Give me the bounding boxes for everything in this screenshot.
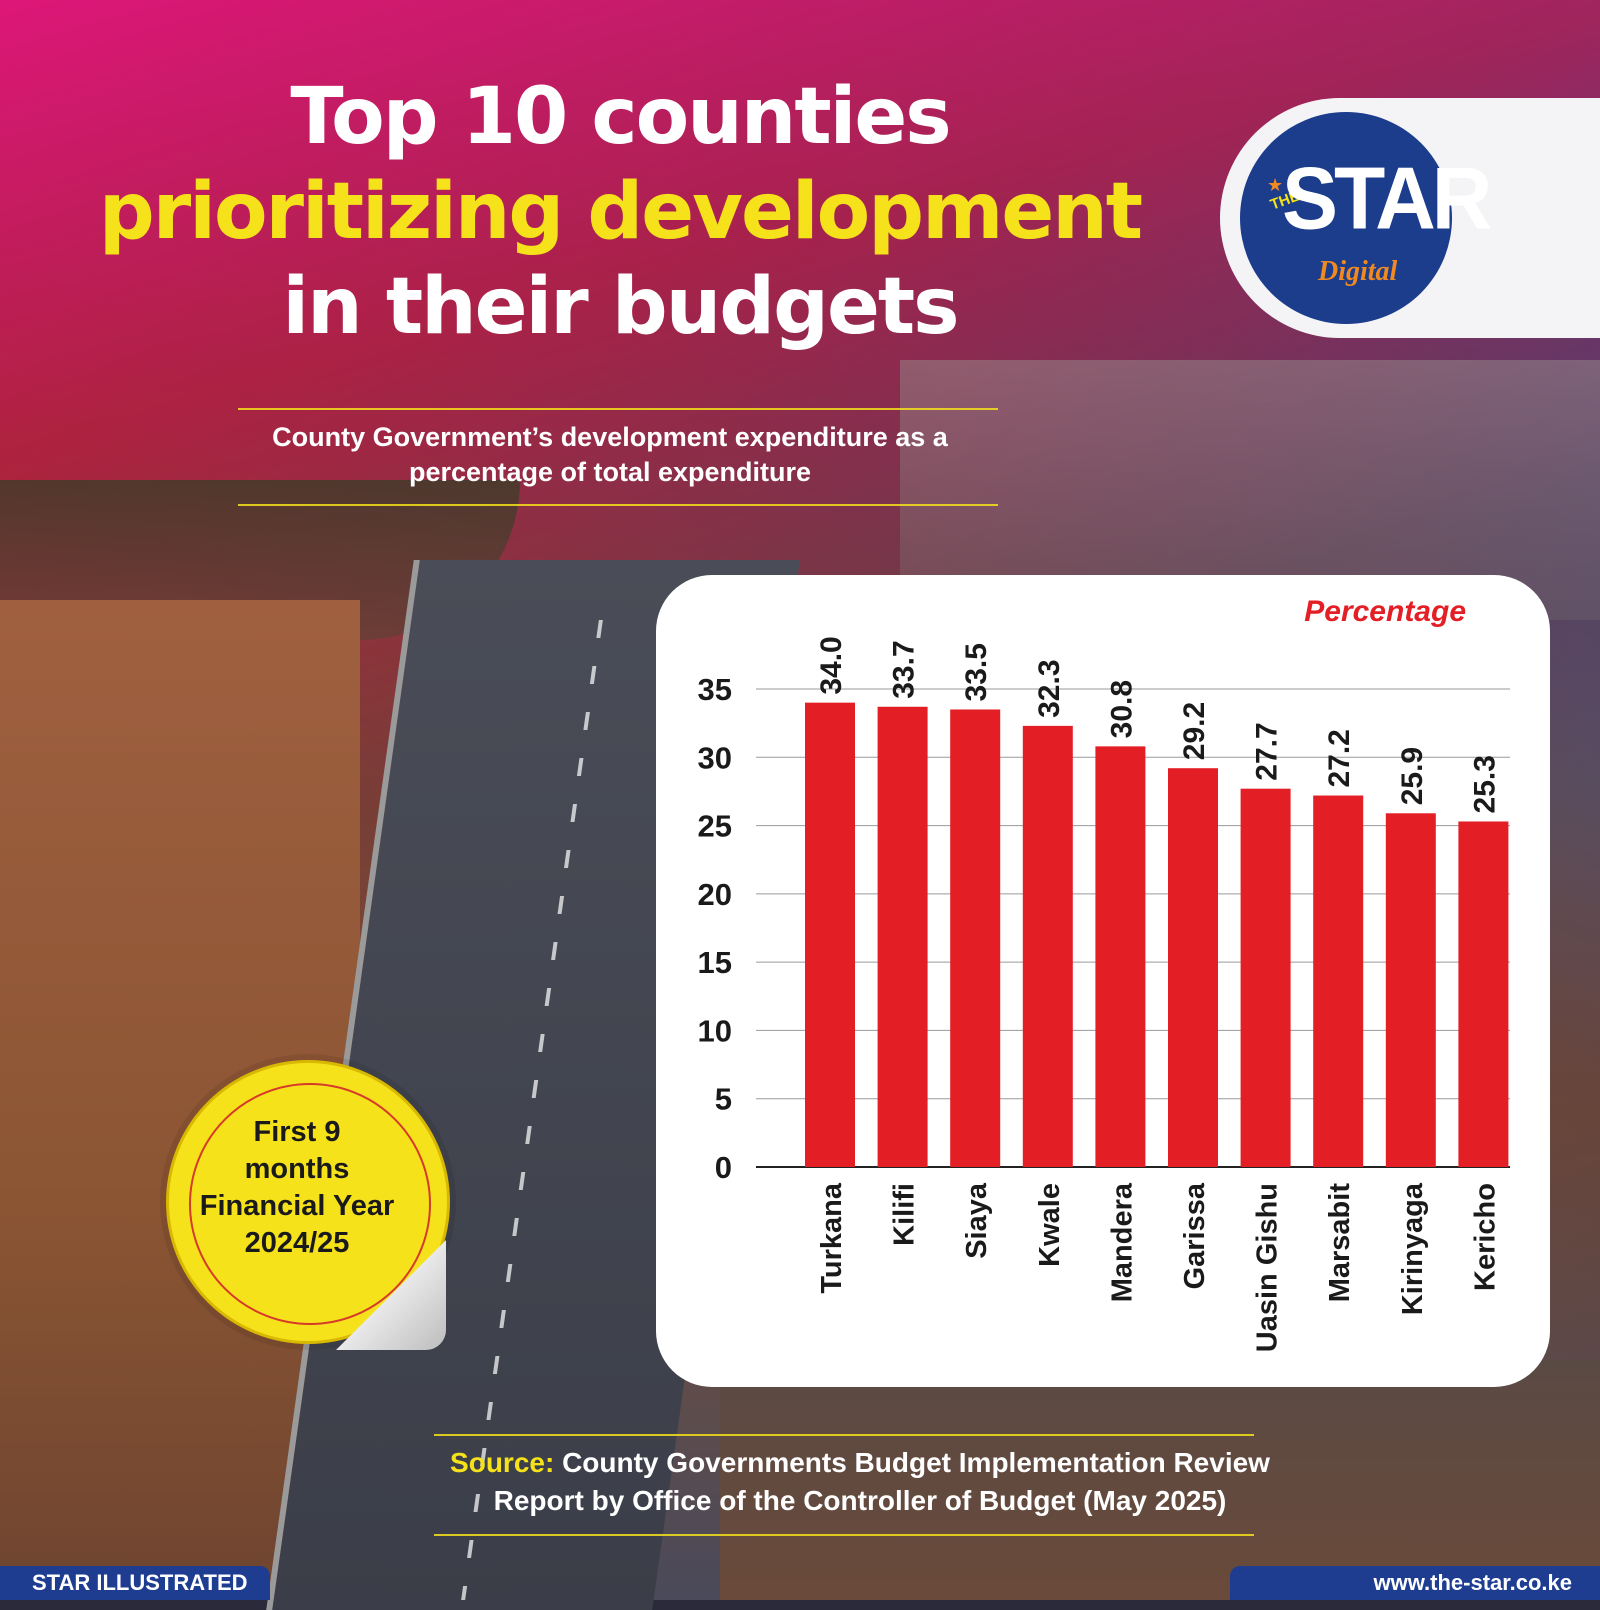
- subtitle-bottom-rule: [238, 504, 998, 506]
- bar: [1168, 768, 1218, 1167]
- badge-ring: [189, 1083, 431, 1325]
- background-ground: [720, 1360, 1600, 1600]
- y-tick-label: 25: [698, 809, 732, 844]
- y-tick-label: 30: [698, 740, 732, 775]
- value-label: 27.7: [1251, 722, 1284, 780]
- value-label: 27.2: [1323, 729, 1356, 787]
- bar: [1240, 788, 1291, 1167]
- bar: [1095, 746, 1146, 1167]
- logo-digital-text: Digital: [1318, 256, 1398, 287]
- x-tick-label: Kericho: [1469, 1183, 1501, 1291]
- value-label: 32.3: [1033, 659, 1066, 717]
- value-label: 34.0: [815, 636, 848, 694]
- y-axis-ticks: 0 5 10 15 20 25 30 35: [698, 672, 732, 1185]
- value-label: 30.8: [1105, 680, 1138, 738]
- source-label: Source:: [450, 1447, 555, 1478]
- y-tick-label: 35: [698, 672, 732, 707]
- subtitle-line-1: County Government’s development expendit…: [272, 422, 948, 452]
- bar: [1458, 821, 1509, 1167]
- x-tick-label: Mandera: [1106, 1182, 1138, 1302]
- y-tick-label: 15: [698, 945, 732, 980]
- badge-line-1: First 9: [253, 1116, 341, 1148]
- headline-line-1: Top 10 counties: [290, 72, 951, 162]
- source-line-1: County Governments Budget Implementation…: [562, 1447, 1270, 1478]
- footer-brand: STAR ILLUSTRATED: [0, 1566, 270, 1600]
- star-icon: ★: [1267, 175, 1284, 196]
- source-top-rule: [434, 1434, 1254, 1436]
- the-star-logo: [1240, 112, 1452, 324]
- bar: [1022, 725, 1073, 1167]
- x-tick-label: Turkana: [816, 1182, 848, 1294]
- bar: [805, 702, 855, 1167]
- badge-line-4: 2024/25: [244, 1227, 350, 1259]
- chart-card: Percentage 0 5 10 15 20 25 30 35 34.0 33.7 33.5 32…: [656, 575, 1550, 1387]
- logo-star-text: STAR: [1282, 148, 1492, 248]
- value-label: 29.2: [1178, 702, 1211, 760]
- subtitle-top-rule: [238, 408, 998, 410]
- value-labels: 34.0 33.7 33.5 32.3 30.8 29.2 27.7 27.2 25.9 25.3: [815, 636, 1501, 813]
- badge-line-2: months: [244, 1153, 350, 1185]
- x-tick-label: Marsabit: [1324, 1183, 1356, 1303]
- x-axis-labels: Turkana Kilifi Siaya Kwale Mandera Garissa Uas…: [816, 1182, 1501, 1352]
- headline-line-2: prioritizing development: [98, 167, 1143, 258]
- bar: [1313, 795, 1364, 1167]
- value-label: 33.7: [888, 640, 921, 698]
- bar-chart: Percentage 0 5 10 15 20 25 30 35 34.0 33.7 33.5 32…: [698, 595, 1510, 1352]
- x-tick-label: Garissa: [1179, 1182, 1211, 1289]
- value-label: 25.9: [1396, 747, 1429, 805]
- x-tick-label: Uasin Gishu: [1252, 1183, 1284, 1352]
- y-tick-label: 0: [715, 1150, 732, 1185]
- source-line-2: Report by Office of the Controller of Bu…: [493, 1485, 1227, 1516]
- unit-label: Percentage: [1304, 595, 1466, 628]
- chart-bars: [805, 702, 1509, 1167]
- y-tick-label: 10: [698, 1013, 732, 1048]
- badge-line-3: Financial Year: [199, 1190, 395, 1222]
- x-tick-label: Kilifi: [889, 1183, 921, 1246]
- bar: [950, 709, 1001, 1167]
- y-tick-label: 5: [715, 1082, 732, 1117]
- period-badge: First 9 months Financial Year 2024/25: [158, 1052, 458, 1352]
- badge-text: First 9 months Financial Year 2024/25: [186, 1114, 408, 1262]
- x-tick-label: Siaya: [961, 1182, 993, 1259]
- y-tick-label: 20: [698, 877, 732, 912]
- bar: [877, 706, 928, 1167]
- subtitle: County Government’s development expendit…: [220, 420, 1000, 490]
- source-note: Source: County Governments Budget Implem…: [360, 1444, 1360, 1520]
- bar: [1385, 813, 1436, 1167]
- value-label: 25.3: [1468, 755, 1501, 813]
- x-tick-label: Kirinyaga: [1397, 1182, 1429, 1315]
- subtitle-line-2: percentage of total expenditure: [408, 457, 812, 488]
- source-bottom-rule: [434, 1534, 1254, 1536]
- value-label: 33.5: [960, 643, 993, 701]
- headline: Top 10 counties prioritizing development…: [60, 70, 1180, 355]
- x-tick-label: Kwale: [1034, 1183, 1066, 1267]
- headline-line-3: in their budgets: [282, 262, 959, 353]
- footer-website-link[interactable]: www.the-star.co.ke: [1230, 1566, 1600, 1600]
